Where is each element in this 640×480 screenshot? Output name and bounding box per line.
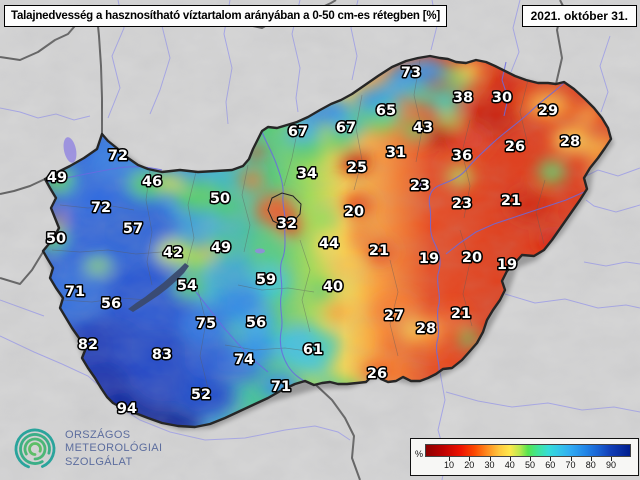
station-value-label: 52 [191, 387, 211, 403]
station-value-label: 19 [419, 251, 439, 267]
station-value-label: 73 [401, 65, 421, 81]
station-value-label: 57 [123, 221, 143, 237]
station-value-label: 25 [347, 160, 367, 176]
color-scale-legend: % 10 20 30 40 50 60 70 80 90 [410, 438, 639, 476]
hungary-border [41, 54, 613, 429]
logo-line-2: METEOROLÓGIAI [65, 442, 163, 455]
station-value-label: 32 [277, 216, 297, 232]
station-value-label: 83 [152, 347, 172, 363]
legend-tick-label: 70 [565, 460, 576, 470]
station-value-label: 21 [369, 243, 389, 259]
legend-tick-mark [489, 457, 491, 461]
budapest-outline [267, 192, 302, 227]
station-value-label: 67 [288, 124, 308, 140]
legend-tick-label: 20 [464, 460, 475, 470]
station-value-label: 26 [505, 139, 525, 155]
map-date: 2021. október 31. [521, 5, 637, 27]
legend-tick-mark [611, 457, 612, 461]
station-value-label: 59 [256, 272, 276, 288]
station-value-label: 71 [271, 379, 291, 395]
station-value-label: 36 [452, 148, 472, 164]
station-value-label: 28 [416, 321, 436, 337]
station-value-label: 54 [177, 278, 197, 294]
station-value-label: 28 [560, 134, 580, 150]
map-title: Talajnedvesség a hasznosítható víztartal… [4, 5, 448, 27]
station-value-label: 23 [452, 196, 472, 212]
station-value-label: 31 [386, 145, 406, 161]
logo-line-1: ORSZÁGOS [65, 428, 131, 441]
station-value-label: 20 [462, 250, 482, 266]
station-value-label: 56 [101, 296, 121, 312]
station-value-label: 30 [492, 90, 512, 106]
station-value-label: 50 [210, 191, 230, 207]
legend-tick-label: 80 [585, 460, 596, 470]
station-value-label: 56 [246, 315, 266, 331]
logo-line-3: SZOLGÁLAT [65, 455, 133, 468]
legend-tick-mark [469, 457, 471, 461]
rivers-inside [47, 61, 585, 385]
legend-tick-label: 10 [443, 460, 455, 470]
station-value-label: 94 [117, 401, 137, 417]
station-value-label: 29 [538, 103, 558, 119]
station-value-label: 27 [384, 308, 404, 324]
legend-tick-mark [570, 457, 572, 461]
omsz-spiral-icon [14, 428, 56, 470]
station-value-label: 21 [501, 193, 521, 209]
station-value-label: 49 [47, 170, 67, 186]
station-value-label: 34 [297, 166, 317, 182]
lake-ferto [63, 137, 77, 163]
legend-tick-label: 30 [484, 460, 495, 470]
station-value-label: 42 [163, 245, 183, 261]
legend-unit-label: % [415, 449, 424, 459]
station-value-label: 46 [142, 174, 162, 190]
station-value-label: 65 [376, 103, 396, 119]
station-value-label: 40 [323, 279, 343, 295]
station-value-label: 82 [78, 337, 98, 353]
station-value-label: 50 [46, 231, 66, 247]
station-value-label: 26 [367, 366, 387, 382]
station-value-label: 23 [410, 178, 430, 194]
omsz-logo: ORSZÁGOS METEOROLÓGIAI SZOLGÁLAT [12, 426, 163, 472]
legend-tick-label: 60 [545, 460, 556, 470]
legend-tick-label: 90 [605, 460, 617, 470]
legend-tick-mark [530, 457, 531, 461]
station-value-label: 43 [413, 120, 433, 136]
station-value-label: 19 [497, 257, 517, 273]
station-value-label: 71 [65, 284, 85, 300]
station-labels: 73 65 67 67 38 30 29 43 26 28 36 31 25 34 32 23 23 21 20 72… [44, 64, 581, 419]
station-value-label: 72 [91, 200, 111, 216]
legend-tick-label: 40 [504, 460, 515, 470]
legend-tick-mark [590, 457, 592, 461]
station-value-label: 74 [234, 352, 254, 368]
lake-balaton [128, 263, 189, 312]
lake-tisza [414, 181, 430, 190]
legend-tick-mark [509, 457, 511, 461]
legend-tick-label: 50 [524, 460, 536, 470]
lakes [63, 137, 430, 312]
county-borders [51, 59, 546, 389]
station-value-label: 38 [453, 90, 473, 106]
station-value-label: 67 [336, 120, 356, 136]
station-value-label: 61 [303, 342, 323, 358]
station-value-label: 49 [211, 240, 231, 256]
lake-velence [255, 248, 265, 254]
station-value-label: 72 [108, 148, 128, 164]
legend-gradient-bar [425, 444, 631, 457]
legend-tick-mark [449, 457, 450, 461]
station-value-label: 20 [344, 204, 364, 220]
legend-tick-mark [550, 457, 552, 461]
station-value-label: 44 [319, 236, 339, 252]
station-value-label: 75 [196, 316, 216, 332]
omsz-logo-text: ORSZÁGOS METEOROLÓGIAI SZOLGÁLAT [65, 429, 163, 470]
station-value-label: 21 [451, 306, 471, 322]
